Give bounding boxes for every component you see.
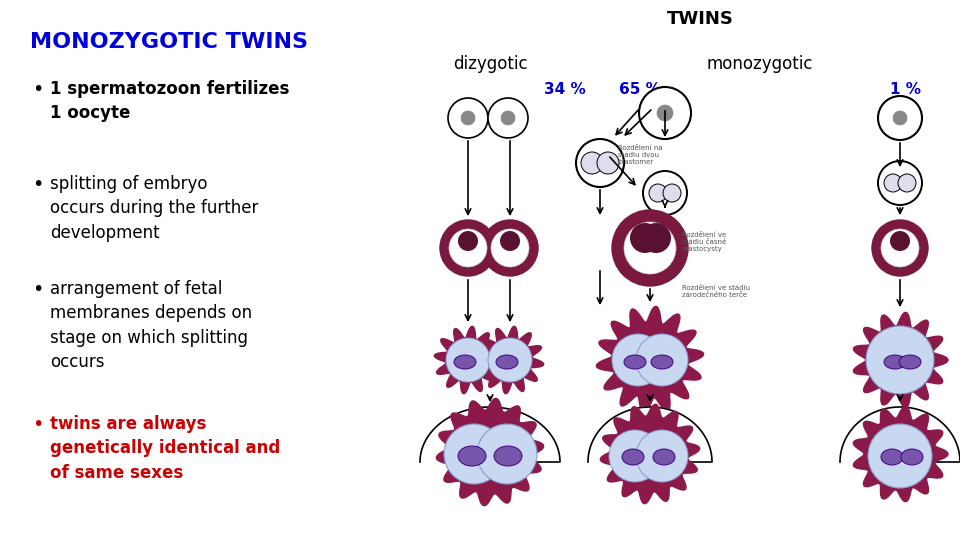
Circle shape	[884, 174, 902, 192]
Circle shape	[641, 223, 671, 253]
Text: MONOZYGOTIC TWINS: MONOZYGOTIC TWINS	[30, 32, 308, 52]
Text: dizygotic: dizygotic	[453, 55, 527, 73]
Circle shape	[868, 424, 932, 488]
Circle shape	[576, 139, 624, 187]
Circle shape	[488, 98, 528, 138]
Circle shape	[477, 424, 537, 484]
Polygon shape	[588, 407, 712, 489]
Circle shape	[878, 161, 922, 205]
Circle shape	[491, 229, 529, 267]
Circle shape	[643, 171, 687, 215]
Polygon shape	[476, 326, 543, 394]
Circle shape	[488, 338, 532, 382]
Circle shape	[444, 424, 504, 484]
Circle shape	[448, 98, 488, 138]
Polygon shape	[437, 399, 543, 505]
Circle shape	[639, 87, 691, 139]
Ellipse shape	[454, 355, 476, 369]
Text: •: •	[32, 415, 43, 434]
Polygon shape	[853, 312, 948, 408]
Circle shape	[657, 105, 673, 121]
Text: 1 spermatozoon fertilizes
1 oocyte: 1 spermatozoon fertilizes 1 oocyte	[50, 80, 289, 122]
Circle shape	[878, 96, 922, 140]
Circle shape	[440, 220, 496, 276]
Circle shape	[630, 223, 660, 253]
Text: •: •	[32, 280, 43, 299]
Circle shape	[893, 111, 907, 125]
Circle shape	[597, 152, 619, 174]
Circle shape	[449, 229, 487, 267]
Circle shape	[446, 338, 490, 382]
Ellipse shape	[494, 446, 522, 466]
Text: arrangement of fetal
membranes depends on
stage on which splitting
occurs: arrangement of fetal membranes depends o…	[50, 280, 252, 371]
Polygon shape	[853, 406, 948, 502]
Ellipse shape	[881, 449, 903, 465]
Ellipse shape	[884, 355, 906, 369]
Circle shape	[461, 111, 475, 125]
Circle shape	[898, 174, 916, 192]
Polygon shape	[600, 404, 700, 504]
Ellipse shape	[653, 449, 675, 465]
Text: 65 %: 65 %	[619, 82, 660, 97]
Circle shape	[636, 430, 688, 482]
Text: monozygotic: monozygotic	[707, 55, 813, 73]
Polygon shape	[420, 407, 560, 489]
Ellipse shape	[651, 355, 673, 369]
Text: splitting of embryo
occurs during the further
development: splitting of embryo occurs during the fu…	[50, 175, 258, 241]
Circle shape	[890, 231, 910, 251]
Circle shape	[663, 184, 681, 202]
Circle shape	[500, 231, 520, 251]
Text: Rozdělení ve
stádiu časné
blastocysty: Rozdělení ve stádiu časné blastocysty	[682, 232, 727, 252]
Text: 1 %: 1 %	[890, 82, 921, 97]
Ellipse shape	[624, 355, 646, 369]
Circle shape	[624, 222, 676, 274]
Ellipse shape	[622, 449, 644, 465]
Circle shape	[501, 111, 515, 125]
Circle shape	[872, 220, 928, 276]
Polygon shape	[596, 306, 704, 414]
Circle shape	[612, 334, 664, 386]
Circle shape	[482, 220, 538, 276]
Circle shape	[581, 152, 603, 174]
Text: Rozdělení ve stádiu
zárodečného terče: Rozdělení ve stádiu zárodečného terče	[682, 285, 750, 298]
Polygon shape	[434, 326, 502, 394]
Text: •: •	[32, 80, 43, 99]
Ellipse shape	[901, 449, 923, 465]
Text: TWINS: TWINS	[666, 10, 733, 28]
Circle shape	[866, 326, 934, 394]
Ellipse shape	[899, 355, 921, 369]
Text: 34 %: 34 %	[544, 82, 586, 97]
Text: Rozdělení na
stádiu dvou
blastomer: Rozdělení na stádiu dvou blastomer	[618, 145, 662, 165]
Text: twins are always
genetically identical and
of same sexes: twins are always genetically identical a…	[50, 415, 280, 482]
Ellipse shape	[458, 446, 486, 466]
Text: •: •	[32, 175, 43, 194]
Circle shape	[636, 334, 688, 386]
Circle shape	[458, 231, 478, 251]
Polygon shape	[840, 407, 960, 489]
Circle shape	[649, 184, 667, 202]
Ellipse shape	[496, 355, 518, 369]
Circle shape	[609, 430, 661, 482]
Circle shape	[612, 210, 688, 286]
Circle shape	[881, 229, 919, 267]
